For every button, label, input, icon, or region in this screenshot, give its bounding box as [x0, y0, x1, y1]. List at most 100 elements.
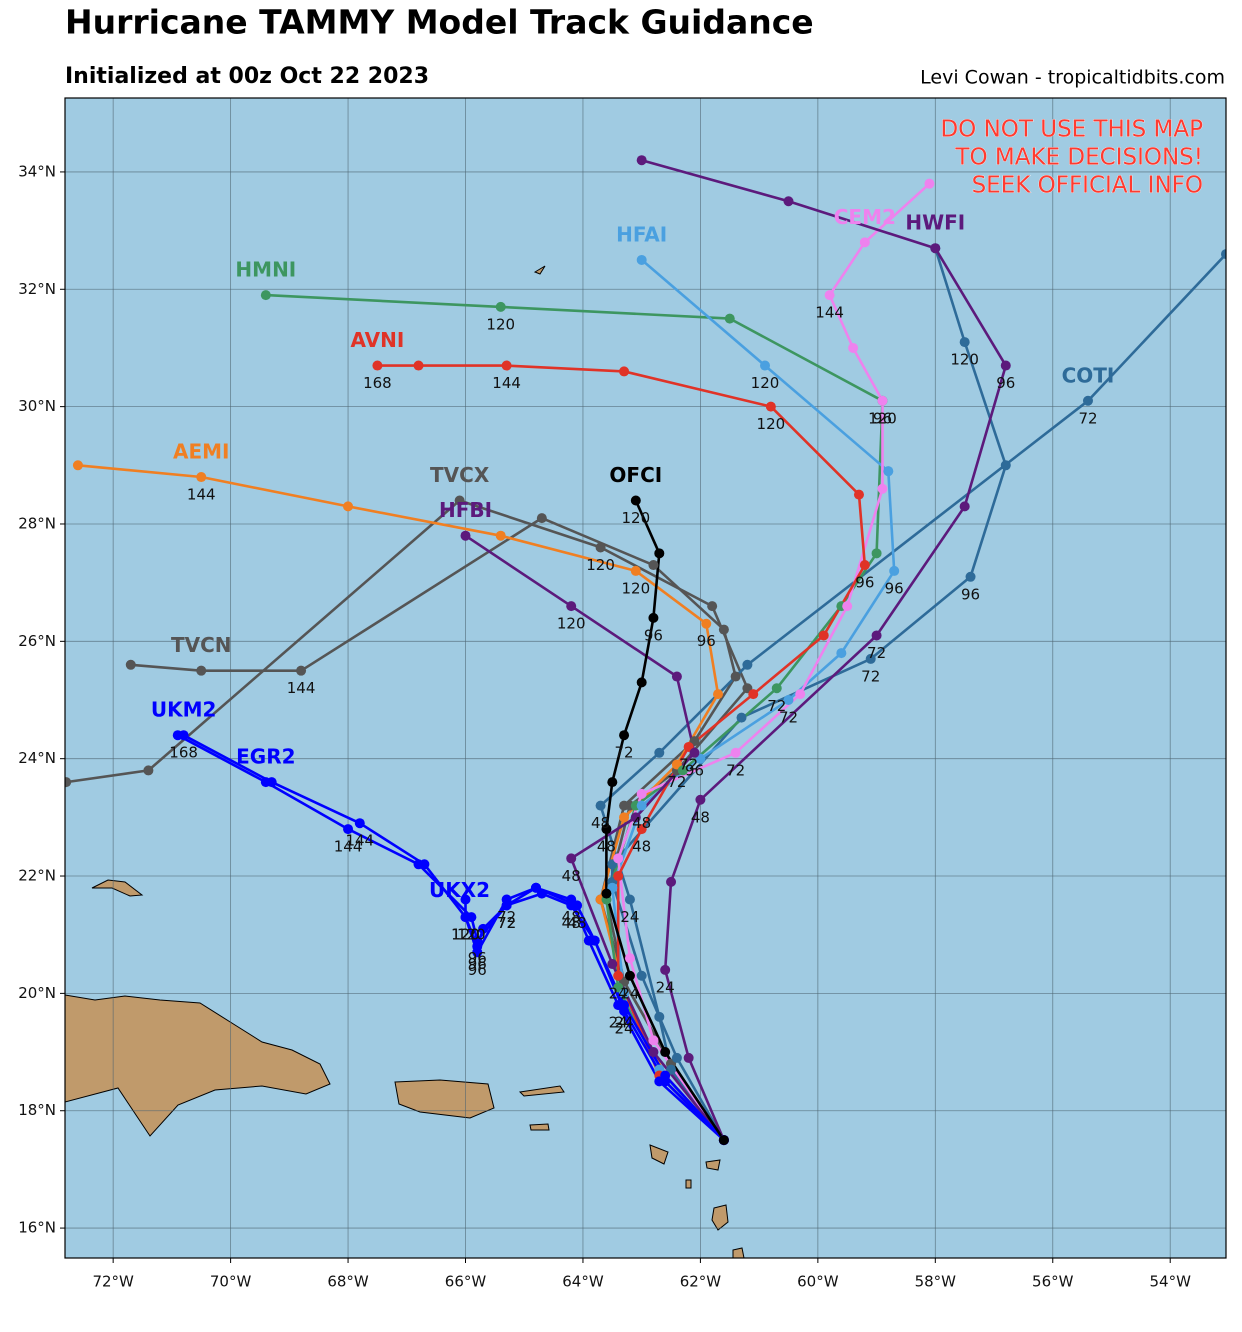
- track-point: [865, 653, 876, 664]
- track-point: [724, 313, 735, 324]
- hour-label: 168: [169, 744, 198, 762]
- track-point: [472, 935, 483, 946]
- track-point: [648, 560, 659, 571]
- track-point: [260, 290, 271, 301]
- track-point: [924, 178, 935, 189]
- hour-label: 72: [779, 709, 798, 727]
- y-tick-label: 20°N: [18, 984, 56, 1002]
- hour-label: 120: [451, 926, 480, 944]
- track-point: [630, 812, 641, 823]
- x-tick-label: 66°W: [445, 1273, 487, 1291]
- track-point: [636, 970, 647, 981]
- track-point: [736, 712, 747, 723]
- hour-label: 48: [562, 914, 581, 932]
- track-point: [883, 466, 894, 477]
- track-point: [871, 630, 882, 641]
- track-point: [771, 683, 782, 694]
- track-point: [683, 1052, 694, 1063]
- track-point: [718, 1135, 729, 1146]
- track-point: [624, 970, 635, 981]
- hour-label: 96: [961, 585, 980, 603]
- x-tick-label: 56°W: [1032, 1273, 1074, 1291]
- model-name: TVCX: [430, 463, 490, 487]
- x-tick-label: 64°W: [562, 1273, 604, 1291]
- model-name: COTI: [1062, 363, 1115, 387]
- track-point: [848, 342, 859, 353]
- hour-label: 72: [679, 755, 698, 773]
- model-name: HMNI: [235, 258, 296, 282]
- hour-label: 144: [815, 304, 844, 322]
- hour-label: 72: [497, 908, 516, 926]
- track-point: [583, 935, 594, 946]
- track-point: [495, 301, 506, 312]
- hour-label: 96: [873, 409, 892, 427]
- track-point: [783, 695, 794, 706]
- hour-label: 144: [345, 832, 374, 850]
- y-tick-label: 30°N: [18, 397, 56, 415]
- model-name: HFAI: [616, 222, 667, 246]
- track-point: [648, 1047, 659, 1058]
- y-tick-label: 18°N: [18, 1101, 56, 1119]
- track-point: [859, 237, 870, 248]
- track-point: [1000, 460, 1011, 471]
- hour-label: 96: [644, 626, 663, 644]
- hour-label: 72: [1078, 409, 1097, 427]
- track-point: [654, 1011, 665, 1022]
- hour-label: 168: [363, 374, 392, 392]
- track-point: [748, 689, 759, 700]
- track-line: [616, 182, 931, 1141]
- hour-label: 24: [656, 978, 675, 996]
- hour-label: 48: [632, 814, 651, 832]
- track-point: [413, 360, 424, 371]
- hour-label: 48: [691, 808, 710, 826]
- track-point: [1082, 395, 1093, 406]
- track-point: [1221, 249, 1226, 260]
- y-tick-label: 32°N: [18, 280, 56, 298]
- hour-label: 24: [615, 1019, 634, 1037]
- model-name: UKX2: [429, 878, 490, 902]
- x-tick-label: 72°W: [92, 1273, 134, 1291]
- track-point: [671, 1052, 682, 1063]
- track-point: [689, 747, 700, 758]
- x-tick-label: 58°W: [915, 1273, 957, 1291]
- track-point: [959, 501, 970, 512]
- hour-label: 96: [468, 955, 487, 973]
- hour-label: 96: [855, 574, 874, 592]
- track-point: [619, 988, 630, 999]
- hour-label: 72: [767, 697, 786, 715]
- warning: DO NOT USE THIS MAP: [940, 117, 1203, 143]
- track-point: [871, 548, 882, 559]
- track-point: [636, 254, 647, 265]
- hour-label: 144: [287, 679, 316, 697]
- y-tick-label: 34°N: [18, 162, 56, 180]
- track-point: [795, 689, 806, 700]
- hour-label: 48: [562, 867, 581, 885]
- x-tick-label: 70°W: [210, 1273, 252, 1291]
- track-point: [765, 401, 776, 412]
- track-point: [877, 483, 888, 494]
- hour-label: 120: [950, 351, 979, 369]
- hour-label: 24: [615, 1014, 634, 1032]
- track-point: [536, 513, 547, 524]
- track-point: [660, 1047, 671, 1058]
- track-point: [636, 800, 647, 811]
- track-point: [636, 677, 647, 688]
- track-point: [501, 360, 512, 371]
- track-point: [601, 824, 612, 835]
- track-point: [654, 548, 665, 559]
- track-point: [143, 765, 154, 776]
- hour-label: 72: [615, 744, 634, 762]
- track-point: [636, 824, 647, 835]
- hour-label: 96: [697, 632, 716, 650]
- track-point: [624, 953, 635, 964]
- model-name: HWFI: [905, 211, 965, 235]
- track-point: [460, 912, 471, 923]
- model-name: TVCN: [171, 633, 232, 657]
- hour-label: 144: [334, 838, 363, 856]
- hour-label: 48: [562, 908, 581, 926]
- track-point: [566, 853, 577, 864]
- hour-label: 120: [586, 556, 615, 574]
- track-point: [613, 970, 624, 981]
